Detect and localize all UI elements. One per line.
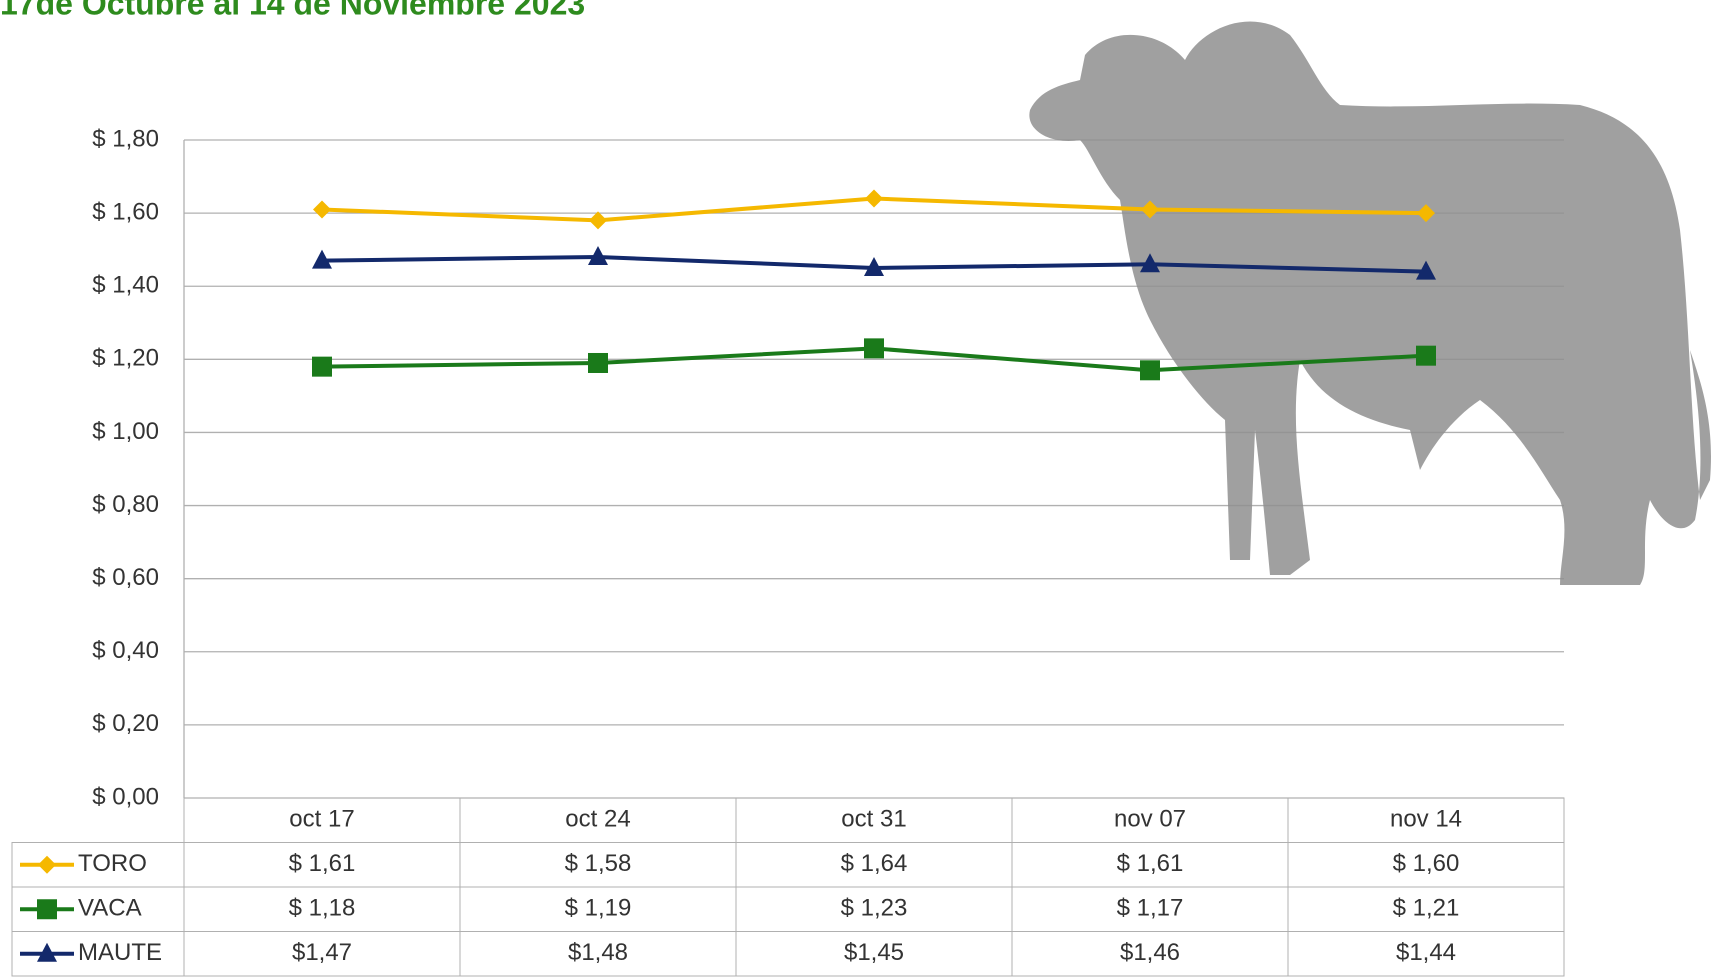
table-value: $ 1,64 (841, 850, 908, 877)
marker (864, 338, 884, 358)
x-tick-label: oct 31 (841, 806, 906, 833)
y-tick-label: $ 0,60 (92, 564, 159, 591)
table-frame (12, 843, 1564, 977)
marker (1416, 346, 1436, 366)
y-tick-label: $ 1,40 (92, 272, 159, 299)
chart: 17de Octubre al 14 de Noviembre 2023 $ 0… (0, 0, 1723, 977)
y-tick-label: $ 1,80 (92, 125, 159, 152)
legend-label: VACA (78, 895, 142, 922)
legend-label: TORO (78, 850, 147, 877)
x-tick-label: nov 07 (1114, 806, 1186, 833)
y-tick-label: $ 1,00 (92, 418, 159, 445)
table-value: $1,48 (568, 939, 628, 966)
marker (37, 899, 57, 919)
x-tick-label: oct 24 (565, 806, 630, 833)
legend-label: MAUTE (78, 939, 162, 966)
x-tick-label: nov 14 (1390, 806, 1462, 833)
table-value: $ 1,23 (841, 895, 908, 922)
table-value: $1,45 (844, 939, 904, 966)
x-tick-label: oct 17 (289, 806, 354, 833)
marker (865, 189, 883, 207)
table-value: $ 1,21 (1393, 895, 1460, 922)
y-tick-label: $ 0,20 (92, 710, 159, 737)
y-tick-label: $ 0,00 (92, 783, 159, 810)
cow-silhouette (1029, 21, 1711, 585)
marker (313, 200, 331, 218)
table-value: $ 1,61 (289, 850, 356, 877)
marker (38, 856, 56, 874)
y-tick-label: $ 1,60 (92, 198, 159, 225)
table-value: $1,46 (1120, 939, 1180, 966)
table-value: $ 1,60 (1393, 850, 1460, 877)
chart-title: 17de Octubre al 14 de Noviembre 2023 (0, 0, 585, 21)
y-tick-label: $ 0,40 (92, 637, 159, 664)
marker (312, 357, 332, 377)
table-value: $ 1,17 (1117, 895, 1184, 922)
table-value: $1,44 (1396, 939, 1456, 966)
marker (589, 211, 607, 229)
marker (588, 353, 608, 373)
y-tick-label: $ 0,80 (92, 491, 159, 518)
table-value: $ 1,58 (565, 850, 632, 877)
marker (1140, 360, 1160, 380)
table-value: $ 1,61 (1117, 850, 1184, 877)
table-value: $ 1,18 (289, 895, 356, 922)
y-tick-label: $ 1,20 (92, 345, 159, 372)
table-value: $1,47 (292, 939, 352, 966)
table-value: $ 1,19 (565, 895, 632, 922)
